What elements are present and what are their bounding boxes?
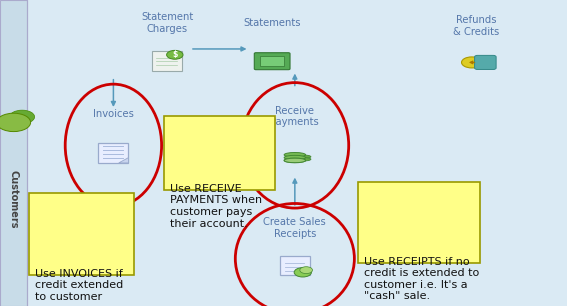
Circle shape — [0, 113, 31, 132]
FancyBboxPatch shape — [280, 256, 310, 275]
FancyBboxPatch shape — [29, 193, 134, 275]
FancyBboxPatch shape — [260, 56, 284, 66]
Ellipse shape — [284, 152, 306, 157]
Circle shape — [294, 268, 311, 277]
Text: Customers: Customers — [9, 170, 19, 228]
Text: Use RECEIPTS if no
credit is extended to
customer i.e. It's a
"cash" sale.: Use RECEIPTS if no credit is extended to… — [365, 257, 480, 301]
Text: Use RECEIVE
PAYMENTS when
customer pays
their account.: Use RECEIVE PAYMENTS when customer pays … — [170, 184, 262, 229]
FancyBboxPatch shape — [164, 116, 275, 190]
Text: Create Sales
Receipts: Create Sales Receipts — [264, 217, 326, 239]
FancyBboxPatch shape — [475, 55, 496, 69]
Ellipse shape — [293, 158, 311, 161]
Circle shape — [300, 267, 312, 274]
Circle shape — [462, 57, 482, 68]
Ellipse shape — [284, 155, 306, 160]
Text: Use INVOICES if
credit extended
to customer: Use INVOICES if credit extended to custo… — [35, 269, 123, 302]
Circle shape — [10, 110, 35, 124]
Circle shape — [167, 50, 183, 59]
FancyBboxPatch shape — [358, 182, 480, 263]
Ellipse shape — [284, 158, 306, 163]
Ellipse shape — [284, 158, 306, 163]
Text: Statements: Statements — [243, 18, 301, 28]
Ellipse shape — [293, 155, 311, 159]
Text: Invoices: Invoices — [93, 109, 134, 119]
FancyBboxPatch shape — [98, 143, 129, 163]
Text: Receive
Payments: Receive Payments — [270, 106, 319, 127]
Text: Refunds
& Credits: Refunds & Credits — [453, 15, 500, 37]
FancyBboxPatch shape — [0, 0, 27, 306]
Polygon shape — [119, 158, 129, 163]
Text: $: $ — [172, 50, 177, 59]
FancyBboxPatch shape — [254, 53, 290, 70]
FancyBboxPatch shape — [152, 51, 183, 71]
Text: Statement
Charges: Statement Charges — [141, 12, 193, 34]
